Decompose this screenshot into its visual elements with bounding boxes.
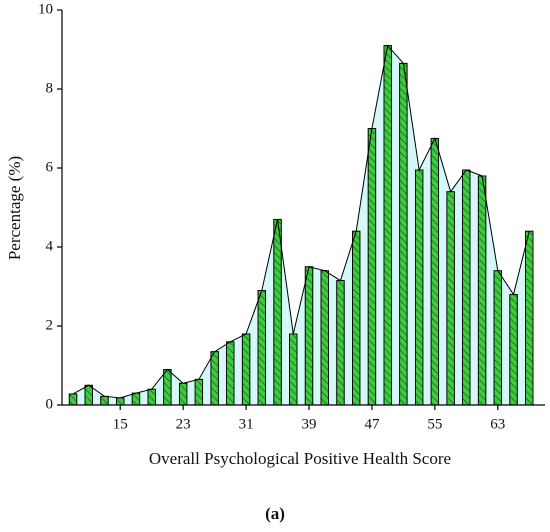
- x-tick-label: 15: [113, 416, 128, 432]
- bar-hatch: [241, 333, 251, 406]
- bar-hatch: [525, 230, 534, 406]
- bar-hatch: [194, 378, 204, 406]
- bar-hatch: [509, 293, 518, 406]
- line: [72, 44, 530, 399]
- bar-hatch: [273, 218, 282, 406]
- y-tick-label: 0: [46, 396, 54, 412]
- bar-hatch: [257, 290, 266, 406]
- x-tick-label: 23: [176, 416, 191, 432]
- bar-hatch: [178, 382, 188, 406]
- bar-hatch: [446, 191, 455, 406]
- bar-hatch: [100, 395, 109, 406]
- bar-hatch: [163, 369, 172, 406]
- bar-hatch: [147, 388, 156, 406]
- y-tick-label: 6: [46, 159, 54, 175]
- x-tick-label: 39: [302, 416, 317, 432]
- bar-hatch: [493, 270, 502, 406]
- bar-hatch: [414, 169, 424, 406]
- bar-hatch: [462, 169, 471, 406]
- y-tick-label: 4: [46, 238, 54, 254]
- caption: (a): [265, 504, 285, 523]
- y-tick-label: 8: [46, 80, 54, 96]
- area: [73, 45, 530, 406]
- x-tick-label: 47: [364, 416, 380, 432]
- bar-hatch: [477, 175, 487, 406]
- bar-hatch: [304, 266, 314, 406]
- bar-hatch: [226, 341, 235, 406]
- bar-hatch: [116, 397, 125, 406]
- x-tick-label: 55: [427, 416, 442, 432]
- bar-hatch: [367, 128, 377, 406]
- bar-hatch: [352, 230, 361, 406]
- bar-hatch: [131, 392, 141, 406]
- bar-hatch: [68, 393, 78, 406]
- bar-hatch: [84, 384, 93, 406]
- bar-hatch: [289, 333, 298, 406]
- bar-hatch: [320, 270, 329, 406]
- bar-hatch: [210, 351, 219, 406]
- y-tick-label: 10: [38, 1, 53, 17]
- x-tick-label: 31: [239, 416, 254, 432]
- x-tick-label: 63: [490, 416, 505, 432]
- bar-hatch: [399, 62, 408, 406]
- bar-hatch: [336, 280, 345, 406]
- y-axis-label: Percentage (%): [5, 156, 24, 260]
- bar-hatch: [383, 45, 392, 406]
- y-tick-label: 2: [46, 317, 54, 333]
- bar-hatch: [430, 137, 440, 406]
- x-axis-label: Overall Psychological Positive Health Sc…: [149, 449, 451, 468]
